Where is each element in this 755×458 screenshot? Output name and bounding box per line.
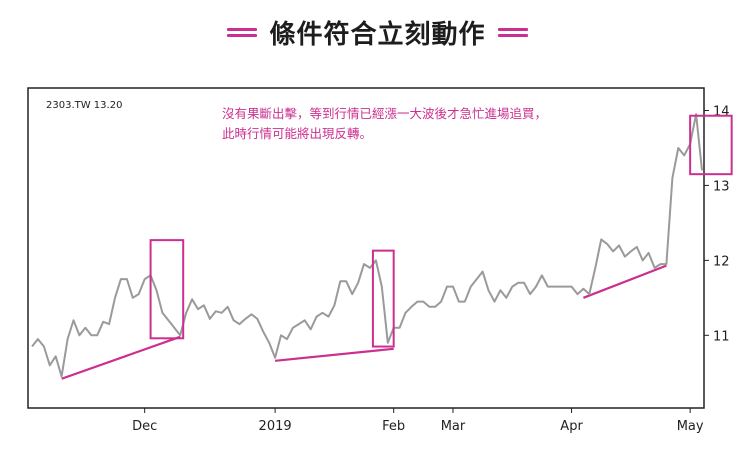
highlight-box-3 xyxy=(689,114,733,176)
price-series xyxy=(31,113,703,378)
y-tick-label-13: 13 xyxy=(713,179,730,194)
annotation-line-2: 此時行情可能將出現反轉。 xyxy=(222,126,372,141)
x-axis: Dec 2019 Feb Mar Apr May xyxy=(132,408,704,434)
y-tick-label-11: 11 xyxy=(713,329,730,344)
x-tick-label-may: May xyxy=(677,419,704,434)
y-tick-label-14: 14 xyxy=(713,104,730,119)
trend-line-3 xyxy=(583,264,667,299)
x-tick-label-2019: 2019 xyxy=(259,419,292,434)
chart-title: 條件符合立刻動作 xyxy=(269,19,486,50)
chart-title-row: 條件符合立刻動作 xyxy=(0,12,755,52)
trend-lines xyxy=(61,264,667,380)
y-tick-label-12: 12 xyxy=(713,254,730,269)
trend-line-1 xyxy=(61,335,181,380)
price-line xyxy=(31,113,703,378)
x-tick-label-apr: Apr xyxy=(560,419,583,434)
plot-frame xyxy=(27,87,705,409)
highlight-box-1 xyxy=(149,239,185,340)
trend-line-2 xyxy=(274,347,394,362)
title-left-decoration xyxy=(227,27,258,38)
ticker-label: 2303.TW 13.20 xyxy=(46,100,122,111)
annotation-line-1: 沒有果斷出擊，等到行情已經漲一大波後才急忙進場追買， xyxy=(222,106,547,121)
x-tick-label-feb: Feb xyxy=(382,419,405,434)
highlight-boxes xyxy=(149,114,733,348)
x-tick-label-mar: Mar xyxy=(441,419,466,434)
highlight-box-2 xyxy=(371,249,395,348)
x-tick-label-dec: Dec xyxy=(132,419,157,434)
y-axis: 11 12 13 14 xyxy=(704,104,730,344)
title-right-decoration xyxy=(497,27,528,38)
